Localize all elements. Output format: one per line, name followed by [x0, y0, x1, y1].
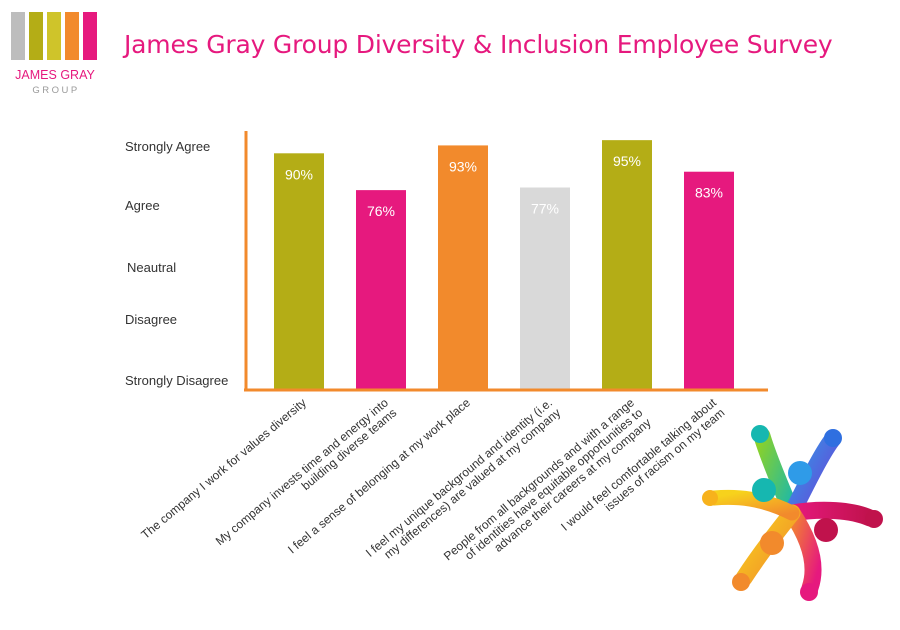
company-logo: JAMES GRAY GROUP [11, 12, 97, 96]
logo-stripe [47, 12, 61, 60]
y-scale-label: Disagree [125, 312, 177, 327]
bar-value-label: 76% [367, 203, 395, 219]
x-category-label-line: My company invests time and energy into [213, 395, 391, 548]
y-scale-label: Strongly Agree [125, 139, 210, 154]
bar-value-label: 93% [449, 158, 477, 174]
diverse-hands-circle-icon [702, 425, 883, 601]
bar [274, 153, 324, 390]
logo-stripe [83, 12, 97, 60]
x-category-label: The company I work for values diversity [138, 396, 308, 542]
logo-stripe [29, 12, 43, 60]
bar-value-label: 95% [613, 153, 641, 169]
bar-value-label: 90% [285, 166, 313, 182]
logo-group: GROUP [32, 85, 79, 96]
logo-stripe [65, 12, 79, 60]
y-scale-label: Neautral [127, 260, 176, 275]
page-title: James Gray Group Diversity & Inclusion E… [124, 30, 833, 59]
bar-value-label: 77% [531, 200, 559, 216]
y-scale-label: Agree [125, 198, 160, 213]
bar [356, 190, 406, 390]
bar-value-label: 83% [695, 185, 723, 201]
bar [520, 187, 570, 390]
logo-name: JAMES GRAY [15, 68, 95, 82]
logo-stripe [11, 12, 25, 60]
logo-stripes [11, 12, 97, 60]
bar [684, 171, 734, 390]
bar [602, 140, 652, 390]
y-scale-label: Strongly Disagree [125, 373, 228, 388]
bar [438, 145, 488, 390]
x-category-label-line: The company I work for values diversity [138, 396, 308, 542]
